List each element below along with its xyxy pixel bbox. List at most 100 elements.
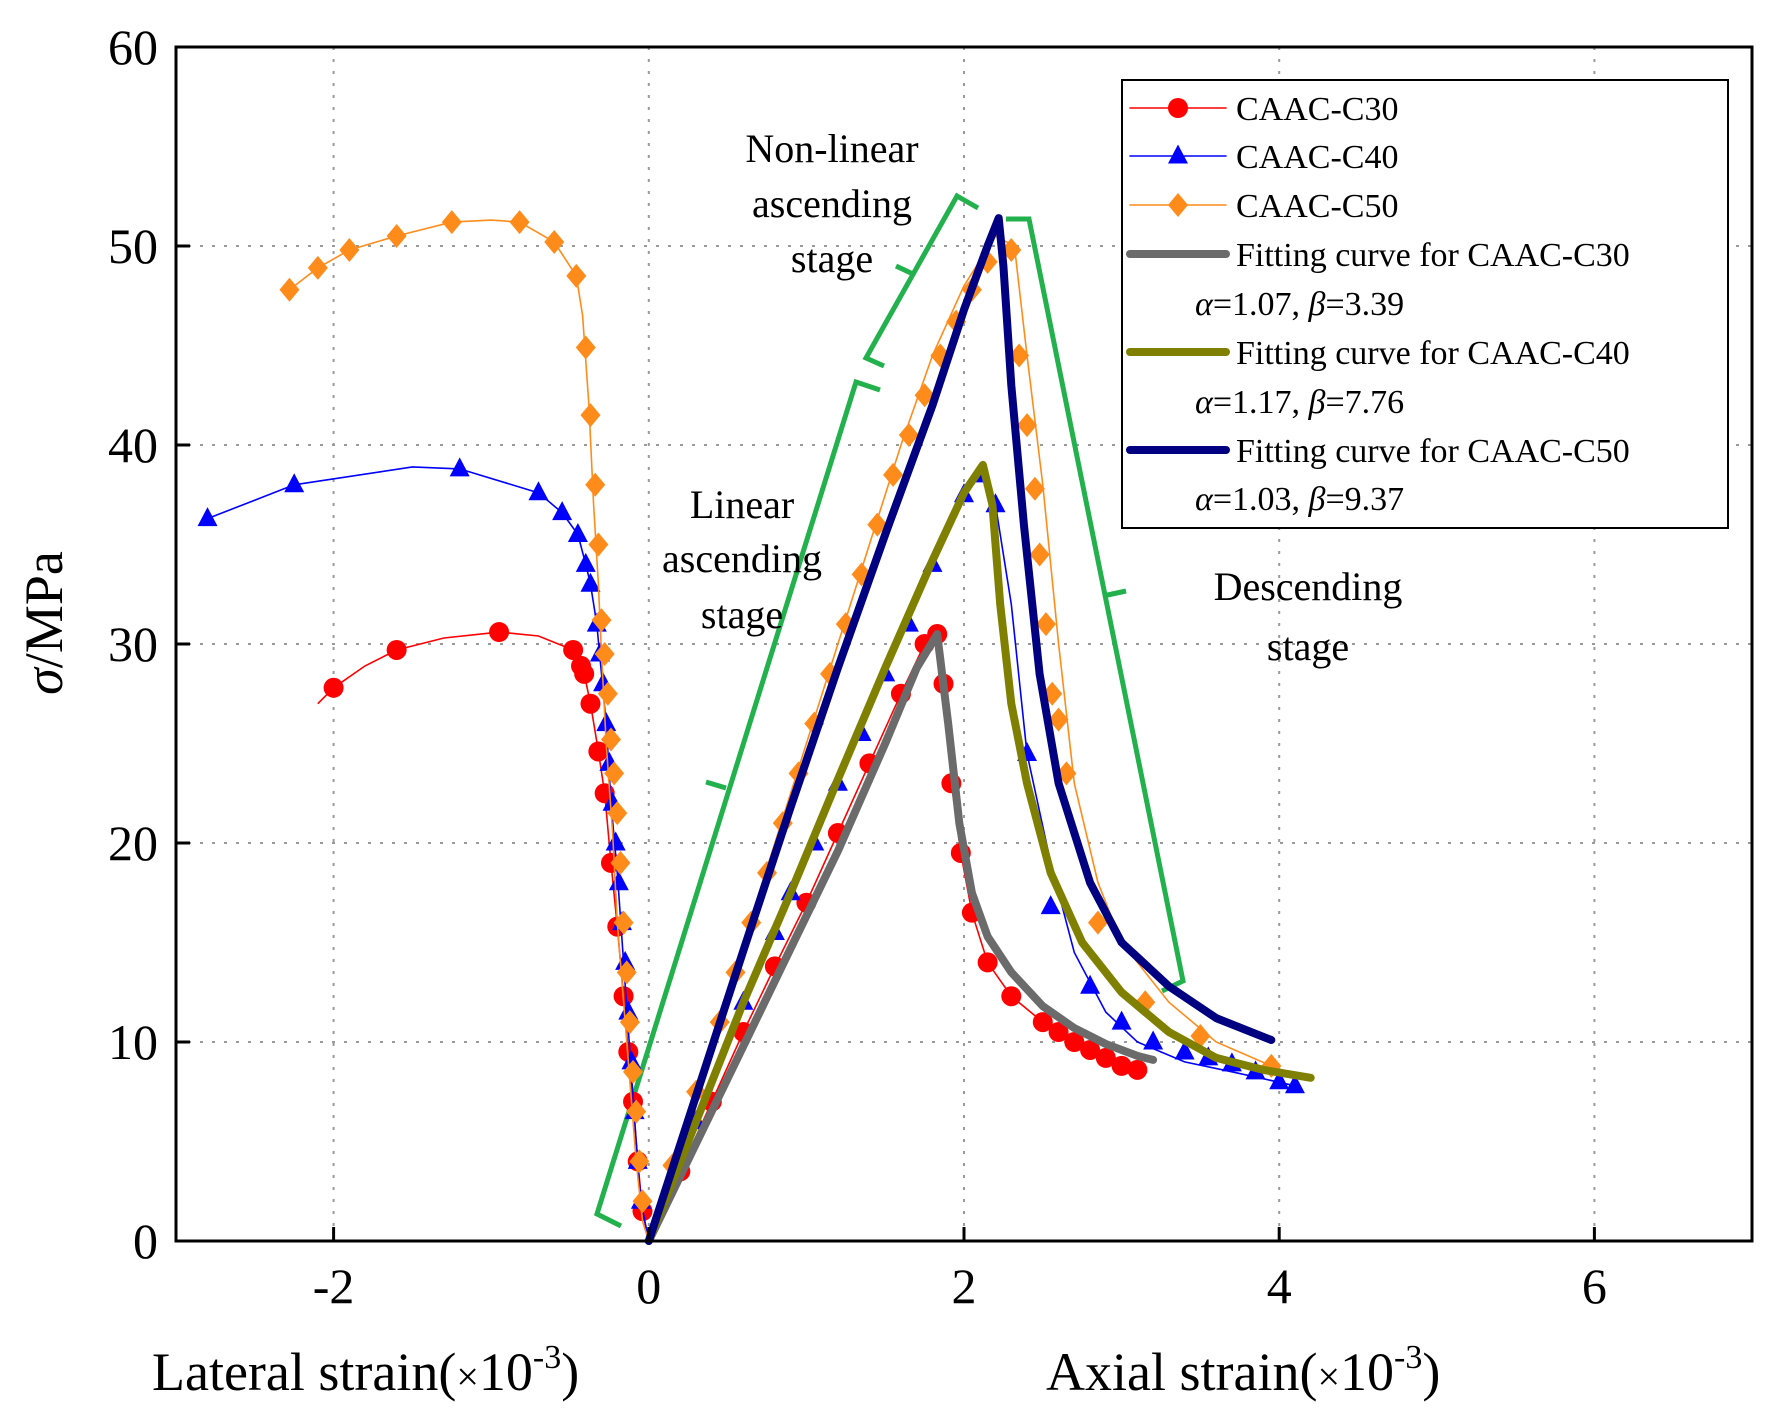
c50-lateral-point-15 xyxy=(600,727,621,752)
c50-lateral-point-24 xyxy=(629,1149,650,1174)
linear-line-1: Linear xyxy=(690,482,794,527)
c50-lateral-point-13 xyxy=(594,641,615,666)
axial-title-close: ) xyxy=(1422,1342,1440,1402)
x-axis-title-axial: Axial strain(×10-3) xyxy=(1046,1339,1440,1402)
c50-lateral-point-25 xyxy=(632,1189,653,1214)
legend-params-fit50: α=1.03, β=9.37 xyxy=(1195,481,1404,518)
x-tick-label-4: 6 xyxy=(1582,1258,1607,1314)
axial-title-text: Axial strain( xyxy=(1046,1342,1317,1402)
fit30-alpha-symbol: α xyxy=(1195,286,1214,323)
c50-lateral-point-7 xyxy=(566,263,587,288)
c30-axial-point-17 xyxy=(1048,1022,1069,1043)
c50-lateral-point-23 xyxy=(626,1099,647,1124)
lateral-title-text: Lateral strain( xyxy=(152,1342,456,1402)
c50-lateral-point-12 xyxy=(591,608,612,633)
c50-axial-point-22 xyxy=(1017,413,1038,438)
c50-lateral-point-11 xyxy=(588,532,609,557)
c30-axial-point-21 xyxy=(1111,1055,1132,1076)
lateral-title-base: 10 xyxy=(479,1342,533,1402)
c30-axial-point-18 xyxy=(1064,1032,1085,1052)
c40-axial-point-14 xyxy=(1040,895,1061,915)
c30-axial-point-14 xyxy=(977,952,998,973)
fit50-curve xyxy=(644,214,1276,1245)
legend-label-fit40: Fitting curve for CAAC-C40 xyxy=(1236,335,1630,372)
c50-lateral-point-4 xyxy=(441,210,462,235)
y-tick-label-3: 30 xyxy=(108,616,158,672)
c50-lateral-point-16 xyxy=(604,761,625,786)
c50-axial-point-29 xyxy=(1087,910,1108,935)
c30-axial-point-15 xyxy=(1001,986,1022,1007)
c40-lateral-point-11 xyxy=(596,712,617,732)
fit30-beta-value: =3.39 xyxy=(1325,286,1404,323)
y-tick-label-1: 10 xyxy=(108,1014,158,1070)
axial-title-times: × xyxy=(1317,1354,1340,1399)
c50-axial-point-20 xyxy=(1001,237,1022,262)
nonlinear-line-1: Non-linear xyxy=(745,126,918,171)
fit50-alpha-value: =1.03, xyxy=(1213,481,1309,518)
fit40-alpha-value: =1.17, xyxy=(1213,384,1309,421)
linear-stage-bracket-tick xyxy=(705,779,727,791)
data-series xyxy=(197,210,1305,1242)
c50-lateral-point-8 xyxy=(575,335,596,360)
fit50-beta-symbol: β xyxy=(1308,481,1326,518)
c30-axial-point-22 xyxy=(1127,1059,1148,1080)
linear-line-2: ascending xyxy=(662,536,822,581)
c40-lateral-point-2 xyxy=(449,457,470,477)
x-tick-label-2: 2 xyxy=(952,1258,977,1314)
c50-lateral-point-17 xyxy=(607,801,628,826)
linear-line-3: stage xyxy=(701,592,783,637)
legend-swatches xyxy=(1126,98,1230,454)
legend: CAAC-C30 CAAC-C40 CAAC-C50 Fitting curve… xyxy=(1121,79,1729,529)
y-tick-label-5: 50 xyxy=(108,218,158,274)
descending-line-2: stage xyxy=(1267,624,1349,669)
legend-label-fit30: Fitting curve for CAAC-C30 xyxy=(1236,237,1630,274)
c30-lateral-point-7 xyxy=(588,741,609,762)
c40-axial-point-17 xyxy=(1143,1030,1164,1050)
fit40-alpha-symbol: α xyxy=(1195,384,1214,421)
x-tick-label-3: 4 xyxy=(1267,1258,1292,1314)
legend-marker-c50 xyxy=(1168,193,1188,217)
c50-lateral-point-18 xyxy=(610,850,631,875)
c40-lateral-point-7 xyxy=(580,572,601,592)
c50-lateral-point-20 xyxy=(616,960,637,985)
fit40-beta-value: =7.76 xyxy=(1325,384,1404,421)
legend-label-c30: CAAC-C30 xyxy=(1236,91,1398,128)
c30-lateral-point-3 xyxy=(563,639,584,660)
c40-axial-point-22 xyxy=(1269,1070,1290,1090)
c50-lateral-point-10 xyxy=(585,472,606,497)
nonlinear-stage-bracket xyxy=(862,192,980,369)
c50-lateral-point-0 xyxy=(279,277,300,302)
c40-lateral-point-5 xyxy=(567,523,588,543)
linear-stage-annotation: Linear ascending stage xyxy=(662,482,822,637)
axial-title-base: 10 xyxy=(1340,1342,1394,1402)
fit50-beta-value: =9.37 xyxy=(1325,481,1404,518)
legend-label-c50: CAAC-C50 xyxy=(1236,188,1398,225)
c50-lateral-point-1 xyxy=(307,255,328,280)
x-tick-label-1: 0 xyxy=(636,1258,661,1314)
linear-stage-bracket xyxy=(593,378,881,1229)
legend-marker-c30 xyxy=(1168,98,1188,118)
c40-lateral-point-3 xyxy=(528,481,549,501)
c30-lateral-point-0 xyxy=(323,677,344,698)
fit30-curve xyxy=(644,630,1158,1245)
y-axis-symbol: σ xyxy=(14,666,74,695)
c50-axial-point-25 xyxy=(1035,612,1056,637)
nonlinear-stage-annotation: Non-linear ascending stage xyxy=(745,126,918,281)
c40-lateral-point-15 xyxy=(608,871,629,891)
c50-lateral-point-21 xyxy=(619,1010,640,1035)
c50-lateral-point-5 xyxy=(509,210,530,235)
fit30-alpha-value: =1.07, xyxy=(1213,286,1309,323)
c50-lateral-point-9 xyxy=(580,403,601,428)
y-axis-title: σ/MPa xyxy=(14,551,74,695)
c50-lateral-point-6 xyxy=(544,230,565,255)
y-axis-unit: /MPa xyxy=(14,551,74,668)
c40-lateral-point-6 xyxy=(575,552,596,572)
c50-axial-point-27 xyxy=(1048,707,1069,732)
descending-stage-bracket-tick xyxy=(1102,588,1127,599)
c30-axial-point-20 xyxy=(1095,1047,1116,1068)
c40-axial-point-16 xyxy=(1111,1010,1132,1030)
c50-lateral-point-14 xyxy=(597,681,618,706)
axial-title-exp: -3 xyxy=(1394,1339,1422,1376)
